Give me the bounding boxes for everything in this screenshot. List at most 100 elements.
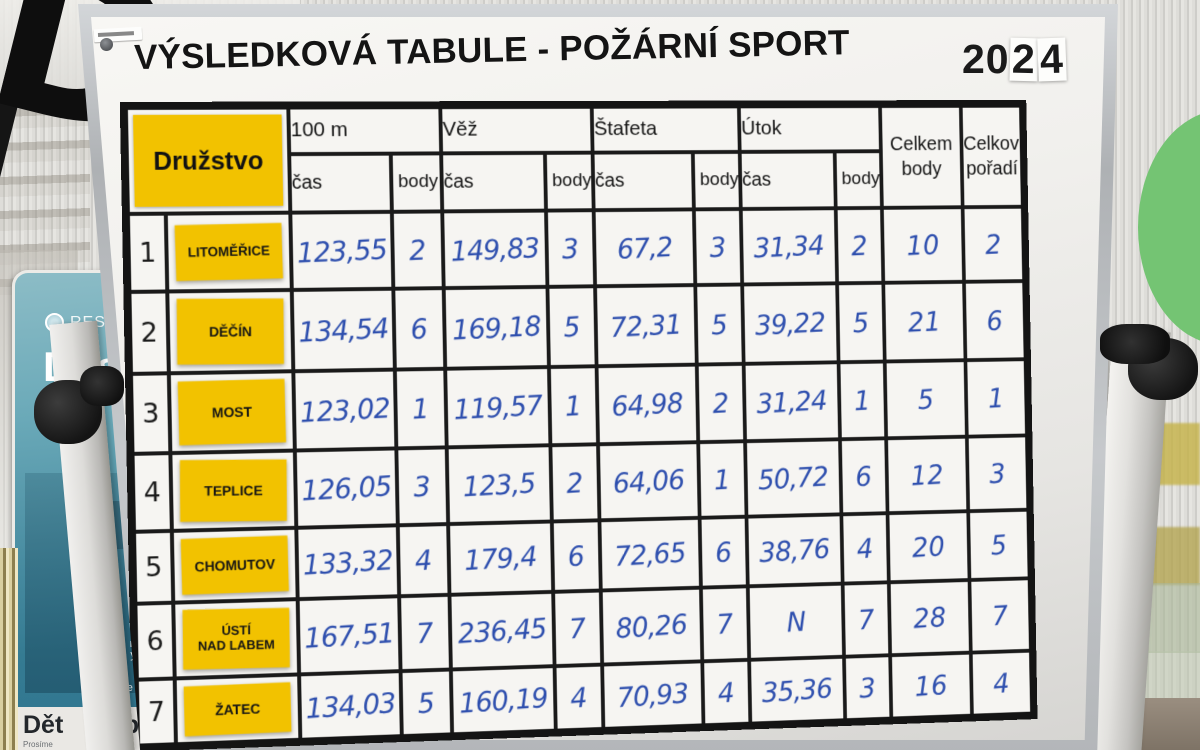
time-stafeta: 67,2 bbox=[593, 209, 696, 287]
table-row: 1 LITOMĚŘICE 123,55 2 149,83 3 67,2 3 31… bbox=[125, 206, 1026, 292]
time-100m: 123,02 bbox=[293, 369, 397, 451]
header-vez: Věž bbox=[440, 104, 593, 154]
overall-rank: 3 bbox=[966, 435, 1031, 512]
points-stafeta: 4 bbox=[702, 659, 751, 728]
time-vez: 149,83 bbox=[442, 210, 548, 289]
time-vez: 236,45 bbox=[449, 591, 555, 670]
points-stafeta: 3 bbox=[693, 209, 743, 286]
time-vez: 179,4 bbox=[448, 521, 554, 595]
overall-rank: 6 bbox=[963, 281, 1028, 361]
team-cell: DĚČÍN bbox=[167, 289, 294, 374]
team-card: CHOMUTOV bbox=[180, 535, 289, 596]
year-card-digit: 2 bbox=[1009, 35, 1038, 83]
subheader-time: čas bbox=[739, 151, 836, 210]
time-stafeta: 72,65 bbox=[599, 517, 701, 591]
poster-text-fragment: e d bbox=[126, 682, 142, 694]
team-card: MOST bbox=[177, 378, 287, 446]
points-stafeta: 7 bbox=[700, 586, 750, 662]
overall-rank: 7 bbox=[969, 578, 1033, 653]
time-100m: 123,55 bbox=[290, 211, 394, 290]
team-card: DĚČÍN bbox=[176, 298, 285, 365]
poster-footer-heading: Dět bbox=[23, 711, 64, 739]
total-points: 21 bbox=[883, 281, 966, 362]
row-number: 5 bbox=[132, 530, 174, 604]
team-cell: ÚSTÍ NAD LABEM bbox=[173, 599, 300, 679]
time-utok: 31,34 bbox=[740, 208, 838, 285]
year-card-digit: 4 bbox=[1037, 35, 1067, 83]
total-points: 20 bbox=[887, 511, 970, 583]
subheader-time: čas bbox=[441, 152, 547, 212]
points-100m: 7 bbox=[399, 594, 451, 672]
points-100m: 5 bbox=[400, 669, 453, 739]
points-utok: 4 bbox=[841, 513, 889, 584]
time-utok: N bbox=[747, 583, 845, 660]
time-stafeta: 80,26 bbox=[600, 587, 703, 665]
time-utok: 31,24 bbox=[743, 362, 840, 442]
points-utok: 2 bbox=[835, 207, 884, 284]
time-stafeta: 72,31 bbox=[595, 285, 697, 367]
results-table-wrap: Družstvo 100 m Věž Štafeta Útok Celkem b… bbox=[119, 99, 1038, 750]
results-table: Družstvo 100 m Věž Štafeta Útok Celkem b… bbox=[119, 99, 1038, 750]
team-card: ŽATEC bbox=[183, 682, 292, 737]
header-total-points: Celkem body bbox=[879, 103, 963, 208]
total-points: 12 bbox=[886, 436, 969, 514]
points-vez: 1 bbox=[548, 366, 599, 446]
team-cell: CHOMUTOV bbox=[171, 527, 298, 603]
points-utok: 3 bbox=[844, 655, 892, 723]
points-utok: 5 bbox=[837, 282, 885, 363]
row-number: 7 bbox=[134, 678, 176, 748]
row-number: 4 bbox=[130, 453, 172, 532]
frame-corner-screw bbox=[100, 38, 113, 51]
time-utok: 39,22 bbox=[742, 283, 839, 364]
subheader-points: body bbox=[390, 153, 443, 212]
row-number: 6 bbox=[133, 602, 175, 680]
time-vez: 123,5 bbox=[446, 445, 552, 525]
time-100m: 134,54 bbox=[291, 288, 395, 372]
team-cell: LITOMĚŘICE bbox=[165, 212, 292, 292]
row-number: 3 bbox=[128, 373, 171, 454]
time-100m: 133,32 bbox=[296, 525, 400, 600]
header-100m: 100 m bbox=[288, 105, 442, 154]
points-vez: 6 bbox=[551, 520, 601, 592]
points-vez: 2 bbox=[550, 444, 600, 522]
total-points: 16 bbox=[890, 652, 972, 721]
points-vez: 5 bbox=[547, 286, 597, 368]
points-stafeta: 5 bbox=[695, 284, 744, 365]
row-number: 2 bbox=[127, 291, 169, 374]
time-100m: 134,03 bbox=[299, 671, 402, 742]
poster-footer-small-1: Prosíme bbox=[23, 740, 53, 749]
points-100m: 2 bbox=[391, 211, 444, 289]
header-team: Družstvo bbox=[123, 105, 291, 214]
stand-clamp-knob-left bbox=[34, 366, 124, 444]
gold-pole bbox=[0, 548, 18, 750]
team-cell: MOST bbox=[168, 371, 295, 454]
subheader-time: čas bbox=[592, 151, 694, 211]
points-100m: 6 bbox=[393, 288, 446, 370]
time-vez: 119,57 bbox=[445, 367, 551, 448]
points-stafeta: 6 bbox=[699, 516, 748, 588]
time-utok: 35,36 bbox=[749, 656, 846, 726]
time-vez: 169,18 bbox=[443, 286, 549, 369]
team-card: ÚSTÍ NAD LABEM bbox=[182, 607, 290, 670]
row-number: 1 bbox=[125, 213, 168, 292]
points-utok: 6 bbox=[839, 438, 888, 515]
total-points: 5 bbox=[884, 360, 967, 439]
header-stafeta: Štafeta bbox=[591, 104, 740, 153]
team-card: LITOMĚŘICE bbox=[174, 222, 284, 282]
table-row: 2 DĚČÍN 134,54 6 169,18 5 72,31 5 39,22 … bbox=[127, 281, 1028, 374]
points-vez: 3 bbox=[546, 210, 596, 287]
stand-clamp-knob-right bbox=[1100, 324, 1198, 400]
team-cell: TEPLICE bbox=[170, 450, 297, 531]
board-year: 2024 bbox=[962, 35, 1067, 83]
time-stafeta: 64,98 bbox=[596, 364, 699, 445]
header-utok: Útok bbox=[738, 104, 881, 152]
subheader-points: body bbox=[692, 151, 741, 210]
points-100m: 1 bbox=[394, 368, 447, 449]
subheader-points: body bbox=[544, 152, 594, 211]
year-prefix: 20 bbox=[962, 36, 1010, 82]
subheader-time: čas bbox=[289, 153, 392, 213]
total-points: 28 bbox=[888, 580, 971, 656]
points-stafeta: 2 bbox=[696, 363, 746, 443]
time-vez: 160,19 bbox=[450, 666, 556, 737]
